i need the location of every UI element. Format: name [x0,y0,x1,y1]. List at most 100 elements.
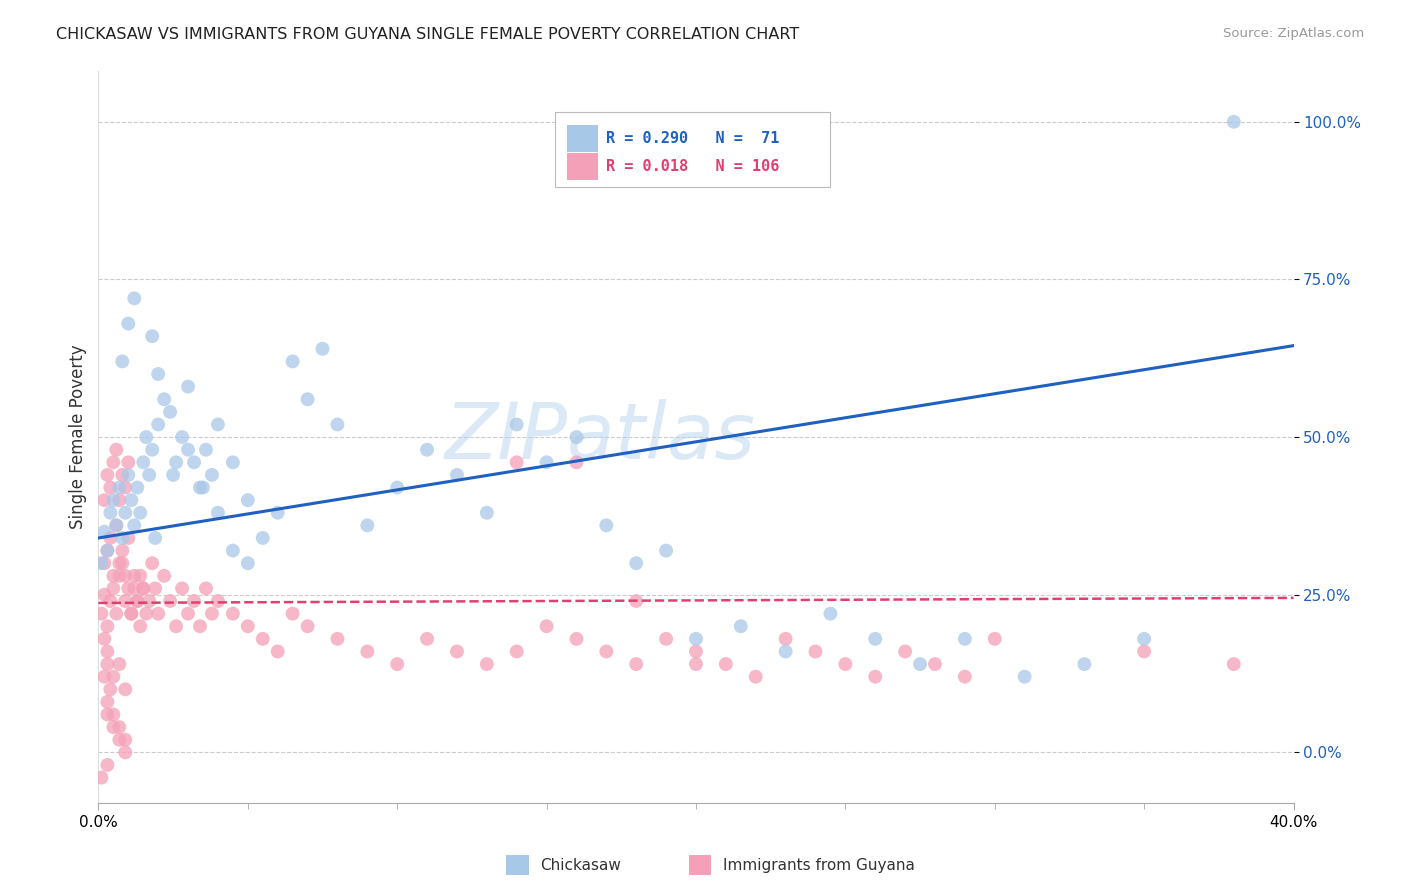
Point [908,657,931,671]
Text: Source: ZipAtlas.com: Source: ZipAtlas.com [1223,27,1364,40]
Point [90,607,112,621]
Point [685,632,707,646]
Point [98,594,122,608]
Point [132,582,155,596]
Point [124,518,146,533]
Point [222,455,245,469]
Point [188,619,211,633]
Point [105,607,128,621]
Point [129,569,152,583]
Point [141,329,163,343]
Point [120,607,142,621]
Point [191,481,214,495]
Point [536,455,558,469]
Point [127,594,149,608]
Point [148,607,170,621]
Point [624,594,647,608]
Point [153,392,176,407]
Point [93,556,115,570]
Point [506,417,529,432]
Point [138,467,160,482]
Point [120,493,142,508]
Point [93,493,115,508]
Point [141,556,163,570]
Point [98,531,122,545]
Point [98,506,122,520]
Point [96,619,118,633]
Point [624,657,647,671]
Point [252,531,274,545]
Point [98,682,122,697]
Point [124,582,146,596]
Point [236,493,259,508]
Point [159,405,181,419]
Point [148,417,170,432]
Point [1014,670,1036,684]
Point [105,518,128,533]
Point [183,455,205,469]
Text: ZIPatlas: ZIPatlas [444,399,756,475]
Point [177,379,200,393]
Point [111,531,134,545]
Point [281,354,304,368]
Point [103,670,125,684]
Point [804,644,827,658]
Point [108,569,131,583]
Point [953,670,976,684]
Point [236,556,259,570]
Point [655,632,678,646]
Point [356,518,378,533]
Text: CHICKASAW VS IMMIGRANTS FROM GUYANA SINGLE FEMALE POVERTY CORRELATION CHART: CHICKASAW VS IMMIGRANTS FROM GUYANA SING… [56,27,800,42]
Point [124,291,146,305]
Point [267,506,290,520]
Point [172,430,194,444]
Point [93,632,115,646]
Point [103,569,125,583]
Point [1073,657,1095,671]
Point [714,657,737,671]
Point [114,594,136,608]
Text: Chickasaw: Chickasaw [540,858,621,872]
Point [953,632,976,646]
Point [111,354,134,368]
Point [98,481,122,495]
Point [103,582,125,596]
Point [894,644,917,658]
Point [1223,115,1246,129]
Point [820,607,842,621]
Point [201,607,224,621]
Point [183,594,205,608]
Point [685,657,707,671]
Point [865,632,887,646]
Point [165,619,187,633]
Point [207,417,229,432]
Point [311,342,333,356]
Point [865,670,887,684]
Point [177,607,200,621]
Point [148,367,170,381]
Point [111,556,134,570]
Point [114,745,136,759]
Point [595,644,617,658]
Point [108,493,131,508]
Point [114,732,136,747]
Point [132,455,155,469]
Point [153,569,176,583]
Point [96,758,118,772]
Point [177,442,200,457]
Point [117,317,139,331]
Point [222,607,245,621]
Point [446,644,468,658]
Point [385,657,409,671]
Point [114,682,136,697]
Point [96,707,118,722]
Point [565,455,588,469]
Point [127,481,149,495]
Point [172,582,194,596]
Point [103,707,125,722]
Point [506,455,529,469]
Point [236,619,259,633]
Point [730,619,752,633]
Point [565,632,588,646]
Point [117,455,139,469]
